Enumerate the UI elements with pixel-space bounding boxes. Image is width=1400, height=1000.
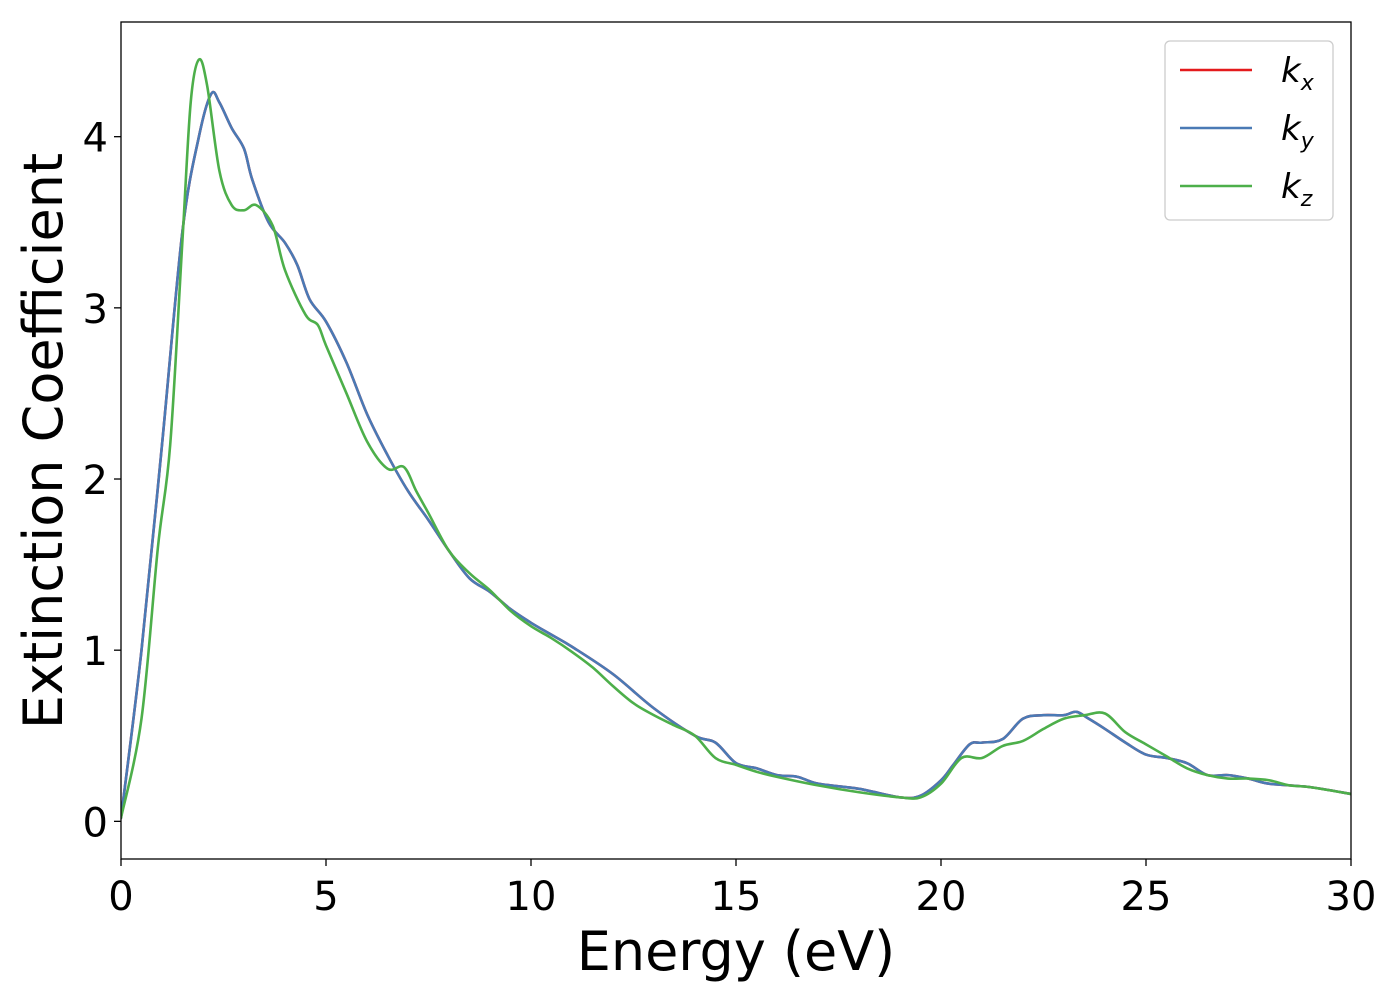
legend-label-y: ky bbox=[1281, 109, 1315, 154]
x-tick-label: 0 bbox=[108, 874, 133, 920]
y-tick-label: 4 bbox=[83, 116, 108, 162]
y-axis-label: Extinction Coefficient bbox=[12, 153, 75, 729]
y-axis: 0 1 2 3 4 bbox=[83, 116, 121, 846]
y-tick-label: 1 bbox=[83, 629, 108, 675]
y-tick-label: 0 bbox=[83, 800, 108, 846]
legend: kx ky kz bbox=[1164, 40, 1334, 221]
plot-area bbox=[121, 57, 1351, 820]
x-tick-label: 10 bbox=[506, 874, 557, 920]
legend-box bbox=[1164, 40, 1334, 221]
y-tick-label: 2 bbox=[83, 458, 108, 504]
x-axis: 0 5 10 15 20 25 30 bbox=[108, 859, 1376, 920]
x-tick-label: 30 bbox=[1326, 874, 1377, 920]
x-tick-label: 25 bbox=[1121, 874, 1172, 920]
x-tick-label: 5 bbox=[313, 874, 338, 920]
x-tick-label: 20 bbox=[916, 874, 967, 920]
y-tick-label: 3 bbox=[83, 287, 108, 333]
legend-label-z: kz bbox=[1281, 167, 1313, 212]
series-line-z bbox=[121, 57, 1351, 820]
legend-label-x: kx bbox=[1281, 51, 1315, 96]
x-tick-label: 15 bbox=[711, 874, 762, 920]
series-line-y bbox=[121, 90, 1351, 820]
x-axis-label: Energy (eV) bbox=[577, 920, 896, 983]
